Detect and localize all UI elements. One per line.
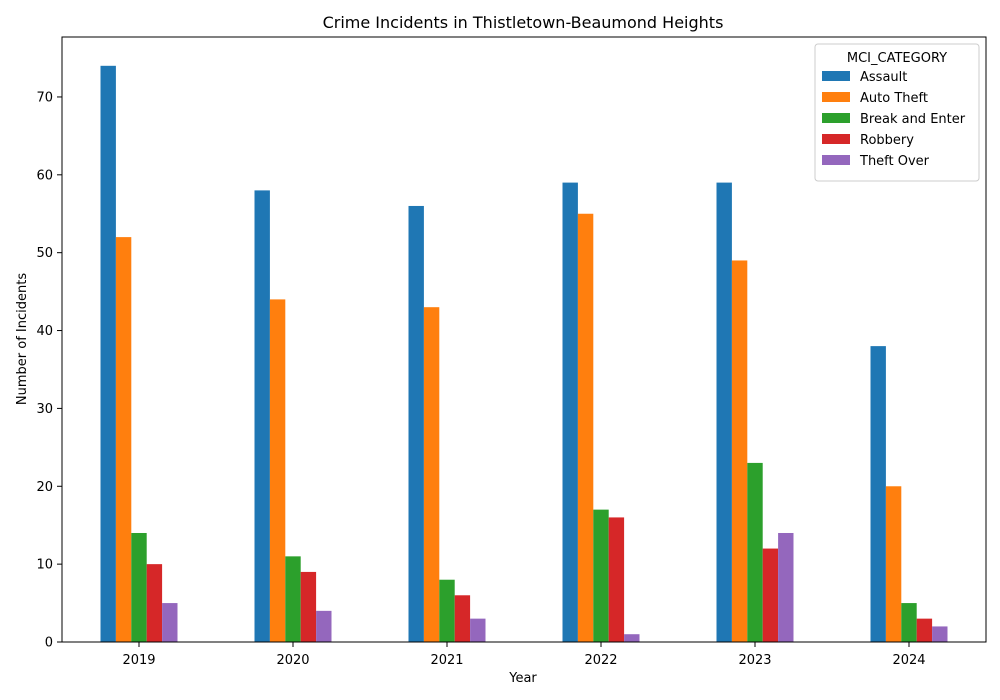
legend-items: Assault Auto Theft Break and Enter Robbery T…: [822, 70, 966, 169]
y-tick-label: 60: [36, 168, 53, 183]
legend-label-robbery: Robbery: [860, 133, 914, 148]
bar-auto-theft-2023: [731, 260, 748, 642]
bar-theft-over-2020: [316, 610, 332, 642]
y-tick-label: 30: [36, 402, 53, 417]
bar-robbery-2023: [762, 548, 779, 642]
bar-auto-theft-2022: [577, 213, 594, 642]
bars-group: [100, 65, 948, 643]
legend-label-auto-theft: Auto Theft: [860, 91, 928, 106]
bar-break-and-enter-2019: [131, 532, 147, 642]
x-tick-label: 2022: [584, 653, 617, 668]
bar-robbery-2024: [916, 618, 933, 642]
y-axis-ticks: 0 10 20 30 40 50 60 70: [36, 90, 62, 651]
x-tick-label: 2021: [430, 653, 463, 668]
bar-theft-over-2023: [778, 532, 794, 642]
y-tick-label: 0: [45, 636, 53, 651]
y-tick-label: 20: [36, 480, 53, 495]
y-tick-label: 50: [36, 246, 53, 261]
bar-robbery-2022: [608, 517, 625, 642]
bar-auto-theft-2020: [269, 299, 286, 642]
bar-break-and-enter-2022: [593, 509, 609, 642]
y-tick-label: 70: [36, 90, 53, 105]
bar-assault-2020: [254, 190, 270, 642]
bar-auto-theft-2019: [115, 237, 132, 643]
bar-robbery-2019: [146, 564, 163, 642]
legend-label-assault: Assault: [860, 70, 907, 85]
bar-break-and-enter-2023: [747, 462, 763, 642]
bar-theft-over-2019: [162, 603, 178, 642]
legend-swatch-assault: [822, 71, 850, 81]
legend-swatch-robbery: [822, 134, 850, 144]
bar-break-and-enter-2021: [439, 579, 455, 642]
x-axis-ticks: 2019 2020 2021 2022 2023 2024: [122, 642, 926, 668]
legend-swatch-theft-over: [822, 155, 850, 165]
legend-label-theft-over: Theft Over: [859, 154, 930, 169]
bar-break-and-enter-2024: [901, 603, 917, 642]
bar-auto-theft-2024: [885, 486, 902, 642]
bar-auto-theft-2021: [423, 307, 440, 642]
bar-theft-over-2024: [932, 626, 948, 642]
y-tick-label: 10: [36, 558, 53, 573]
x-axis-label: Year: [508, 671, 537, 686]
legend-swatch-break-and-enter: [822, 113, 850, 123]
chart-title: Crime Incidents in Thistletown-Beaumond …: [323, 13, 724, 32]
x-tick-label: 2023: [738, 653, 771, 668]
bar-robbery-2020: [300, 571, 317, 642]
bar-robbery-2021: [454, 595, 471, 642]
legend-title: MCI_CATEGORY: [847, 51, 947, 66]
y-tick-label: 40: [36, 324, 53, 339]
x-tick-label: 2020: [276, 653, 309, 668]
bar-assault-2022: [562, 182, 578, 642]
bar-assault-2024: [870, 346, 886, 642]
x-tick-label: 2019: [122, 653, 155, 668]
bar-theft-over-2022: [624, 634, 640, 642]
legend-swatch-auto-theft: [822, 92, 850, 102]
legend-box: [814, 43, 980, 182]
bar-break-and-enter-2020: [285, 556, 301, 642]
legend-label-break-and-enter: Break and Enter: [860, 112, 966, 127]
bar-assault-2023: [716, 182, 732, 642]
x-tick-label: 2024: [892, 653, 925, 668]
legend: MCI_CATEGORY Assault Auto Theft Break and …: [814, 43, 980, 182]
bar-assault-2021: [408, 205, 424, 642]
bar-assault-2019: [100, 65, 116, 642]
plot-frame: [61, 36, 987, 643]
bar-theft-over-2021: [470, 618, 486, 642]
y-axis-label: Number of Incidents: [15, 273, 30, 405]
